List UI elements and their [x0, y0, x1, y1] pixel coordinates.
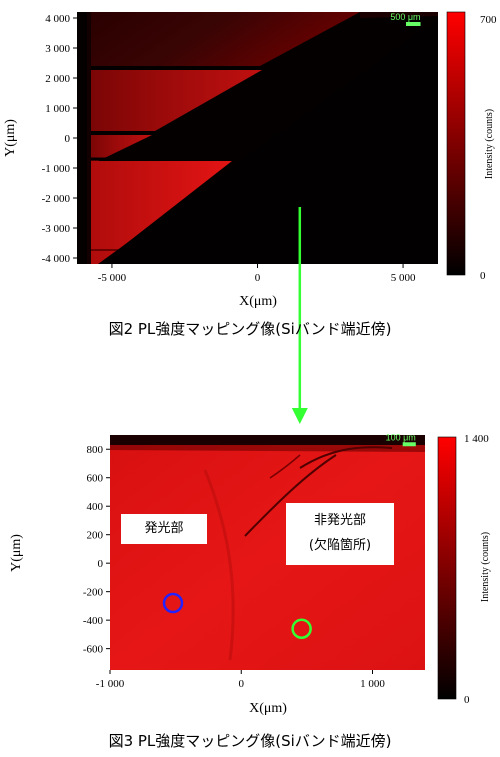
x-tick-label: 1 000 [360, 678, 385, 690]
y-tick-label: 1 000 [45, 103, 70, 115]
colorbar-max-label-2: 1 400 [464, 433, 489, 445]
pl-map-chart-1: -5 000 0 5 000 -4 000 -3 000 -2 000 -1 000 0 1 0… [3, 11, 497, 424]
connector-arrow-head [291, 408, 308, 424]
y-tick-label: -1 000 [42, 163, 71, 175]
region-upper-band [90, 70, 262, 131]
defect-region-marker [291, 618, 312, 639]
colorbar-1 [446, 11, 466, 276]
defect-line-1 [244, 454, 337, 537]
y-tick-label: -600 [83, 644, 104, 656]
figure-3-caption: 図3 PL強度マッピング像(Siバンド端近傍) [108, 732, 392, 750]
region-right-strip [360, 12, 438, 18]
figure-2-caption: 図2 PL強度マッピング像(Siバンド端近傍) [108, 320, 392, 338]
colorbar-title-2: Intensity (counts) [480, 532, 491, 602]
top-dark-edge [110, 435, 425, 445]
x-tick-label: -5 000 [98, 272, 127, 284]
defect-line-2 [299, 446, 393, 469]
y-tick-label: -200 [83, 587, 104, 599]
colorbar-2 [437, 436, 457, 700]
axis-ticks-2: -1 000 0 1 000 -600 -400 -200 0 200 400 600 800 [83, 444, 386, 690]
y-tick-label: -400 [83, 615, 104, 627]
emission-region-marker [162, 592, 184, 614]
y-tick-label: 3 000 [45, 43, 70, 55]
y-tick-label: -2 000 [42, 193, 71, 205]
y-tick-label: 200 [87, 530, 104, 542]
x-tick-label: 5 000 [391, 272, 416, 284]
defect-region-subtext: (欠陥箇所) [308, 538, 372, 553]
y-tick-label: 400 [87, 501, 104, 513]
defect-region-label: 非発光部 (欠陥箇所) [286, 503, 394, 565]
defect-region-text: 非発光部 [313, 513, 366, 529]
faint-streak [203, 469, 235, 661]
y-tick-label: -4 000 [42, 253, 71, 265]
region-lower-band [90, 161, 232, 264]
y-tick-label: 800 [87, 444, 104, 456]
x-tick-label: -1 000 [96, 678, 125, 690]
y-tick-label: 2 000 [45, 73, 70, 85]
y-tick-label: 4 000 [45, 13, 70, 25]
colorbar-min-label-1: 0 [480, 270, 486, 282]
colorbar-min-label-2: 0 [464, 694, 470, 706]
colorbar-title-1: Intensity (counts) [484, 109, 495, 179]
defect-line-3 [269, 454, 301, 479]
heatmap-image-1 [77, 12, 438, 264]
region-top-band [90, 12, 360, 66]
y-tick-label: -3 000 [42, 223, 71, 235]
x-axis-label-1: X(μm) [239, 294, 277, 309]
y-tick-label: 0 [98, 558, 104, 570]
scale-bar-label-1: 500 μm [390, 12, 420, 22]
dark-diagonal-region [98, 18, 438, 264]
scale-bar-label-2: 100 μm [386, 432, 416, 442]
emission-region-text: 発光部 [144, 520, 184, 536]
axis-ticks-1: -5 000 0 5 000 -4 000 -3 000 -2 000 -1 000 0 1 0… [42, 13, 416, 284]
pl-map-chart-2: -1 000 0 1 000 -600 -400 -200 0 200 400 600 800 X(… [9, 432, 491, 716]
x-tick-label: 0 [239, 678, 245, 690]
x-axis-label-2: X(μm) [249, 701, 287, 716]
y-axis-label-2: Y(μm) [9, 534, 24, 572]
y-axis-label-1: Y(μm) [3, 119, 18, 157]
x-tick-label: 0 [255, 272, 261, 284]
y-tick-label: 600 [87, 473, 104, 485]
y-tick-label: 0 [65, 133, 71, 145]
colorbar-max-label-1: 700 [480, 14, 497, 26]
emission-region-label: 発光部 [121, 514, 207, 544]
